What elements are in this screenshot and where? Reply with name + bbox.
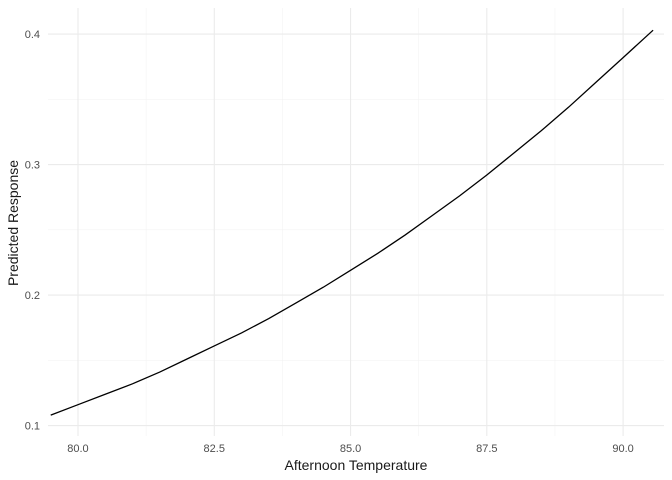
y-axis-title: Predicted Response xyxy=(5,160,21,286)
series-layer xyxy=(50,29,654,416)
major-gridlines xyxy=(48,8,664,436)
x-tick-label: 87.5 xyxy=(476,443,497,455)
y-tick-label: 0.2 xyxy=(25,290,40,302)
y-tick-label: 0.4 xyxy=(25,29,40,41)
x-axis-title: Afternoon Temperature xyxy=(285,457,428,473)
x-tick-label: 85.0 xyxy=(340,443,361,455)
y-tick-label: 0.1 xyxy=(25,421,40,433)
x-tick-label: 80.0 xyxy=(67,443,88,455)
y-tick-label: 0.3 xyxy=(25,160,40,172)
x-tick-label: 90.0 xyxy=(612,443,633,455)
minor-gridlines xyxy=(48,8,664,436)
x-axis-tick-labels: 80.0 82.5 85.0 87.5 90.0 xyxy=(67,443,634,455)
series-line xyxy=(50,29,654,416)
x-tick-label: 82.5 xyxy=(204,443,225,455)
y-axis-tick-labels: 0.1 0.2 0.3 0.4 xyxy=(25,29,40,432)
